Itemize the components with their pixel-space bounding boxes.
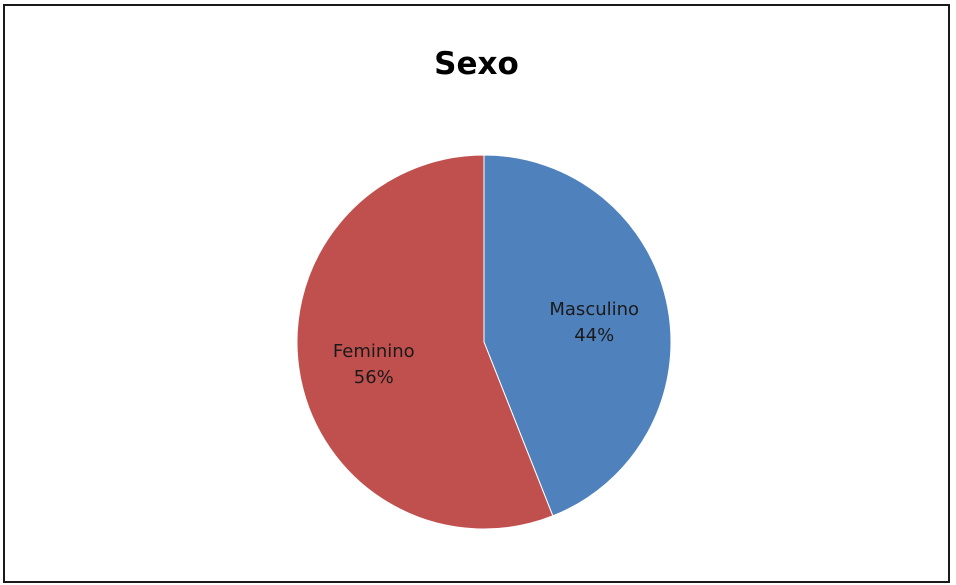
pie-label-masculino: Masculino [549, 299, 639, 320]
pie-value-masculino: 44% [574, 325, 614, 346]
pie-slice-masculino [483, 154, 672, 517]
chart-title: Sexo [434, 46, 519, 82]
chart-frame: Sexo Masculino 44% Feminino 56% [3, 4, 950, 583]
pie-chart: Masculino 44% Feminino 56% [296, 154, 672, 530]
pie-value-feminino: 56% [354, 367, 394, 388]
pie-label-feminino: Feminino [333, 341, 415, 362]
pie-slice-feminino [296, 154, 554, 530]
